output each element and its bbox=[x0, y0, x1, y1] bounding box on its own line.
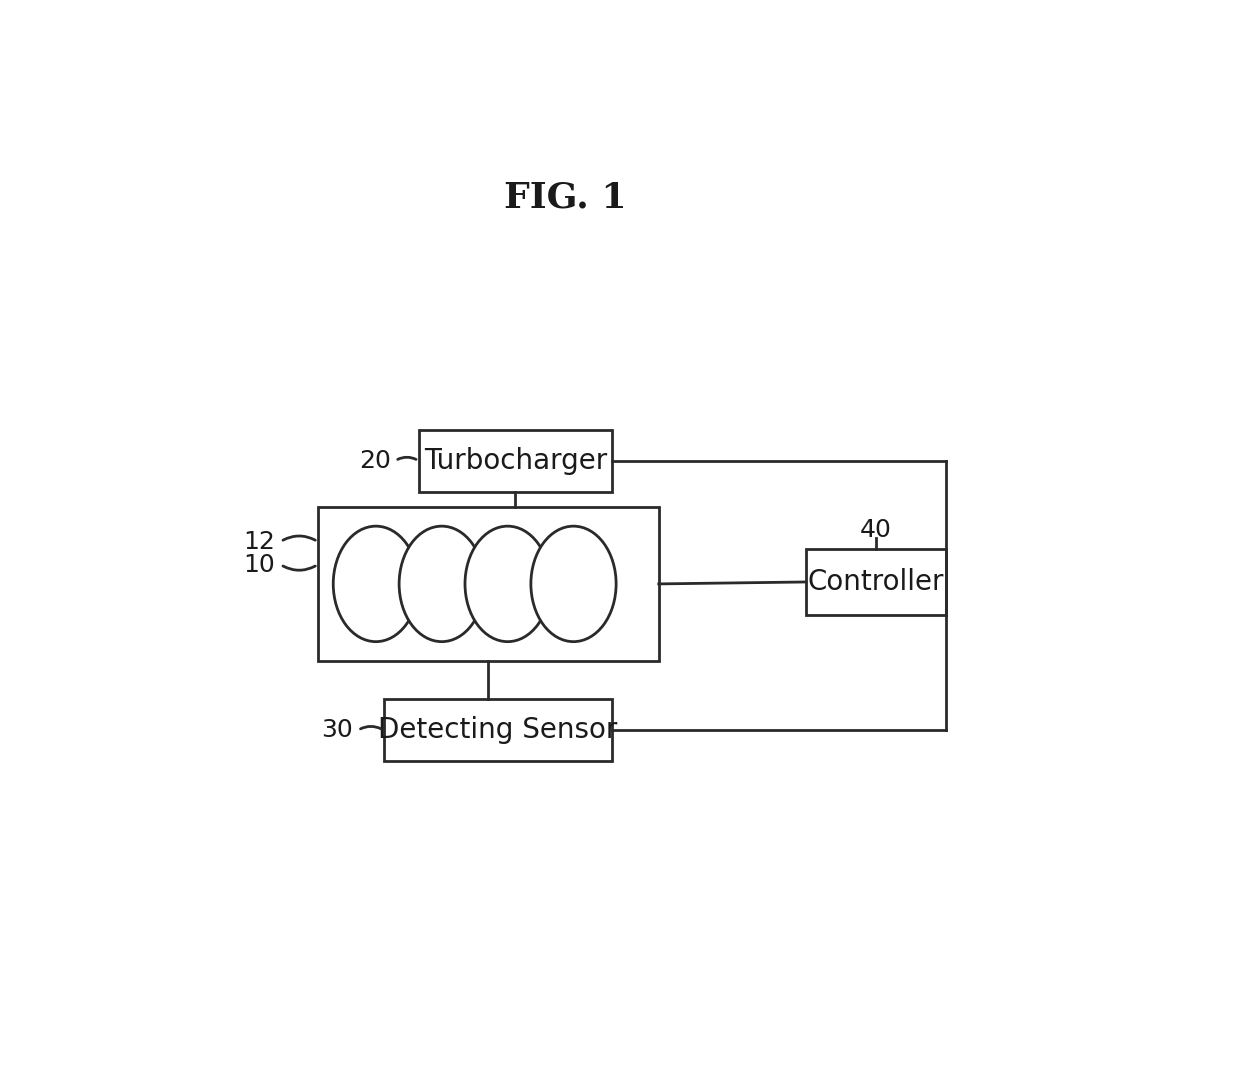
Bar bbox=[317, 507, 658, 661]
Text: Detecting Sensor: Detecting Sensor bbox=[378, 716, 618, 744]
Text: Controller: Controller bbox=[807, 568, 944, 596]
Text: 12: 12 bbox=[243, 529, 275, 554]
Bar bbox=[419, 430, 613, 491]
Ellipse shape bbox=[399, 526, 485, 642]
Text: 10: 10 bbox=[243, 553, 275, 577]
Bar bbox=[383, 700, 613, 761]
Text: FIG. 1: FIG. 1 bbox=[505, 180, 627, 214]
Ellipse shape bbox=[334, 526, 419, 642]
Text: 20: 20 bbox=[360, 448, 392, 473]
Ellipse shape bbox=[531, 526, 616, 642]
Text: 40: 40 bbox=[859, 518, 892, 542]
Text: 30: 30 bbox=[321, 718, 352, 742]
Bar bbox=[806, 550, 945, 615]
Ellipse shape bbox=[465, 526, 551, 642]
Text: Turbocharger: Turbocharger bbox=[424, 447, 608, 475]
